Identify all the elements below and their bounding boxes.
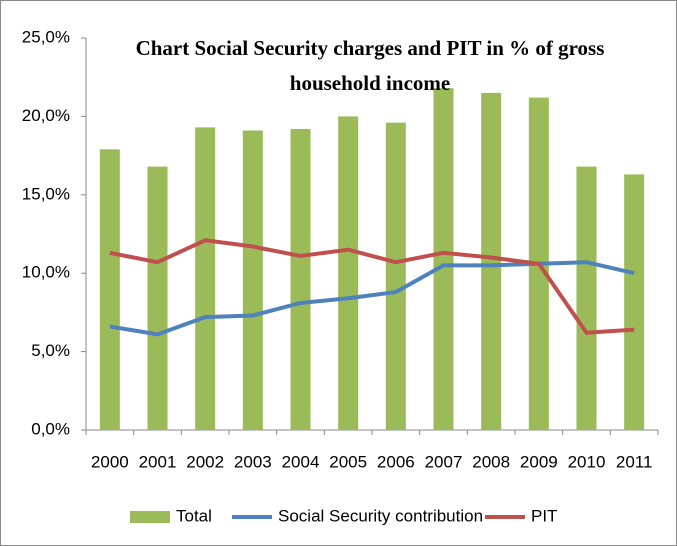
line xyxy=(109,260,635,337)
chart-title: household income xyxy=(290,71,450,95)
y-tick-label: 25,0% xyxy=(22,27,70,46)
x-tick-label: 2009 xyxy=(520,452,558,471)
legend-swatch xyxy=(130,511,170,523)
y-tick-label: 10,0% xyxy=(22,263,70,282)
bar xyxy=(99,149,120,430)
x-tick-label: 2011 xyxy=(616,452,653,471)
bar xyxy=(290,128,311,430)
x-tick-label: 2002 xyxy=(186,452,224,471)
x-tick-label: 2004 xyxy=(282,452,320,471)
bar xyxy=(624,174,645,430)
bar xyxy=(242,130,263,430)
bar xyxy=(385,122,406,430)
x-tick-label: 2005 xyxy=(329,452,367,471)
bar xyxy=(433,88,454,431)
y-tick-label: 15,0% xyxy=(22,184,70,203)
bar xyxy=(576,166,597,431)
chart-title: Chart Social Security charges and PIT in… xyxy=(136,36,605,60)
x-tick-label: 2008 xyxy=(472,452,510,471)
legend-label: Social Security contribution xyxy=(278,506,483,525)
x-tick-label: 2001 xyxy=(139,452,177,471)
legend-label: PIT xyxy=(531,506,557,525)
bar xyxy=(338,116,359,431)
bar xyxy=(147,166,168,431)
x-tick-label: 2006 xyxy=(377,452,415,471)
x-tick-label: 2003 xyxy=(234,452,272,471)
line xyxy=(109,238,635,335)
y-tick-label: 5,0% xyxy=(31,341,70,360)
x-tick-label: 2010 xyxy=(568,452,606,471)
bar xyxy=(195,127,216,430)
x-tick-label: 2000 xyxy=(91,452,129,471)
y-tick-label: 20,0% xyxy=(22,106,70,125)
bar xyxy=(481,92,502,430)
legend-label: Total xyxy=(176,506,212,525)
y-tick-label: 0,0% xyxy=(31,419,70,438)
x-tick-label: 2007 xyxy=(425,452,463,471)
